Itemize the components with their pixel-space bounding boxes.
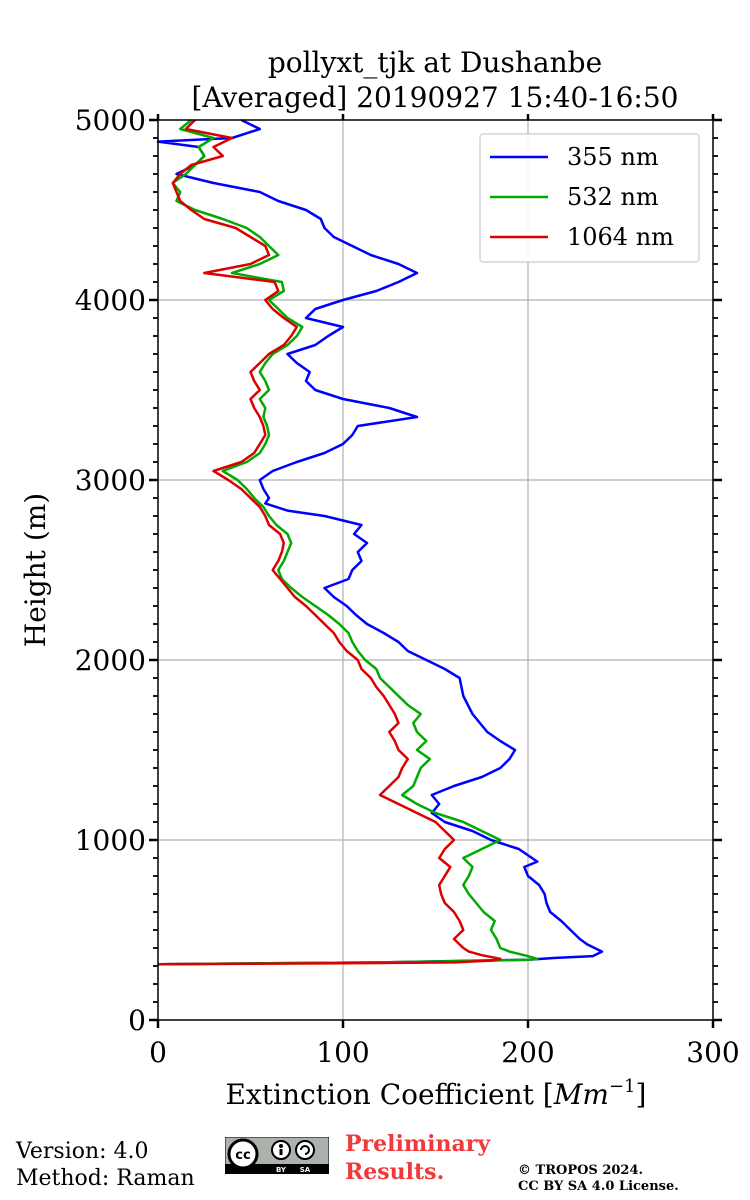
legend-label-355: 355 nm bbox=[567, 143, 659, 171]
series-line-1064-nm bbox=[157, 119, 502, 966]
legend-label-1064: 1064 nm bbox=[567, 223, 674, 251]
cc-by-sa-license-icon: cc BY SA bbox=[225, 1137, 329, 1174]
preliminary-line1: Preliminary bbox=[345, 1131, 491, 1157]
version-text: Version: 4.0 bbox=[16, 1139, 149, 1164]
grid bbox=[158, 120, 713, 1020]
y-tick-label-5000: 5000 bbox=[75, 104, 146, 137]
x-axis-label: Extinction Coefficient [Mm−1] bbox=[226, 1076, 647, 1111]
copyright-line2: CC BY SA 4.0 License. bbox=[518, 1179, 679, 1194]
chart-title-line2: [Averaged] 20190927 15:40-16:50 bbox=[192, 81, 679, 114]
y-tick-label-0: 0 bbox=[128, 1004, 146, 1037]
y-tick-label-1000: 1000 bbox=[75, 824, 146, 857]
y-axis-label: Height (m) bbox=[19, 493, 52, 647]
legend-entry-355: 355 nm bbox=[490, 143, 659, 171]
x-axis-label-text: Extinction Coefficient [ bbox=[226, 1078, 554, 1111]
legend-label-532: 532 nm bbox=[567, 183, 659, 211]
method-text: Method: Raman bbox=[16, 1166, 195, 1191]
preliminary-line2: Results. bbox=[345, 1159, 445, 1185]
cc-badge-by: BY bbox=[276, 1166, 287, 1174]
x-tick-label-100: 100 bbox=[316, 1036, 369, 1069]
legend-box bbox=[479, 133, 700, 263]
copyright-line1: © TROPOS 2024. bbox=[518, 1163, 644, 1178]
svg-text:cc: cc bbox=[235, 1148, 250, 1163]
series-lines bbox=[156, 118, 604, 966]
x-axis-label-unit: Mm bbox=[553, 1078, 609, 1111]
y-tick-label-3000: 3000 bbox=[75, 464, 146, 497]
cc-badge-sa: SA bbox=[300, 1166, 311, 1174]
legend-entry-532: 532 nm bbox=[490, 183, 659, 211]
preliminary-results-notice: Preliminary Results. bbox=[345, 1130, 490, 1186]
copyright-notice: © TROPOS 2024. CC BY SA 4.0 License. bbox=[518, 1163, 679, 1195]
x-tick-label-300: 300 bbox=[686, 1036, 739, 1069]
y-tick-label-4000: 4000 bbox=[75, 284, 146, 317]
chart-title-line1: pollyxt_tjk at Dushanbe bbox=[268, 46, 602, 79]
x-axis-label-close: ] bbox=[636, 1078, 647, 1111]
legend-entry-1064: 1064 nm bbox=[490, 223, 674, 251]
series-line-532-nm bbox=[157, 119, 539, 966]
x-axis-label-exponent: −1 bbox=[609, 1076, 636, 1097]
legend: 355 nm 532 nm 1064 nm bbox=[479, 133, 700, 263]
x-tick-label-200: 200 bbox=[501, 1036, 554, 1069]
series-line-355-nm bbox=[156, 118, 604, 966]
x-tick-label-0: 0 bbox=[149, 1036, 167, 1069]
y-tick-label-2000: 2000 bbox=[75, 644, 146, 677]
